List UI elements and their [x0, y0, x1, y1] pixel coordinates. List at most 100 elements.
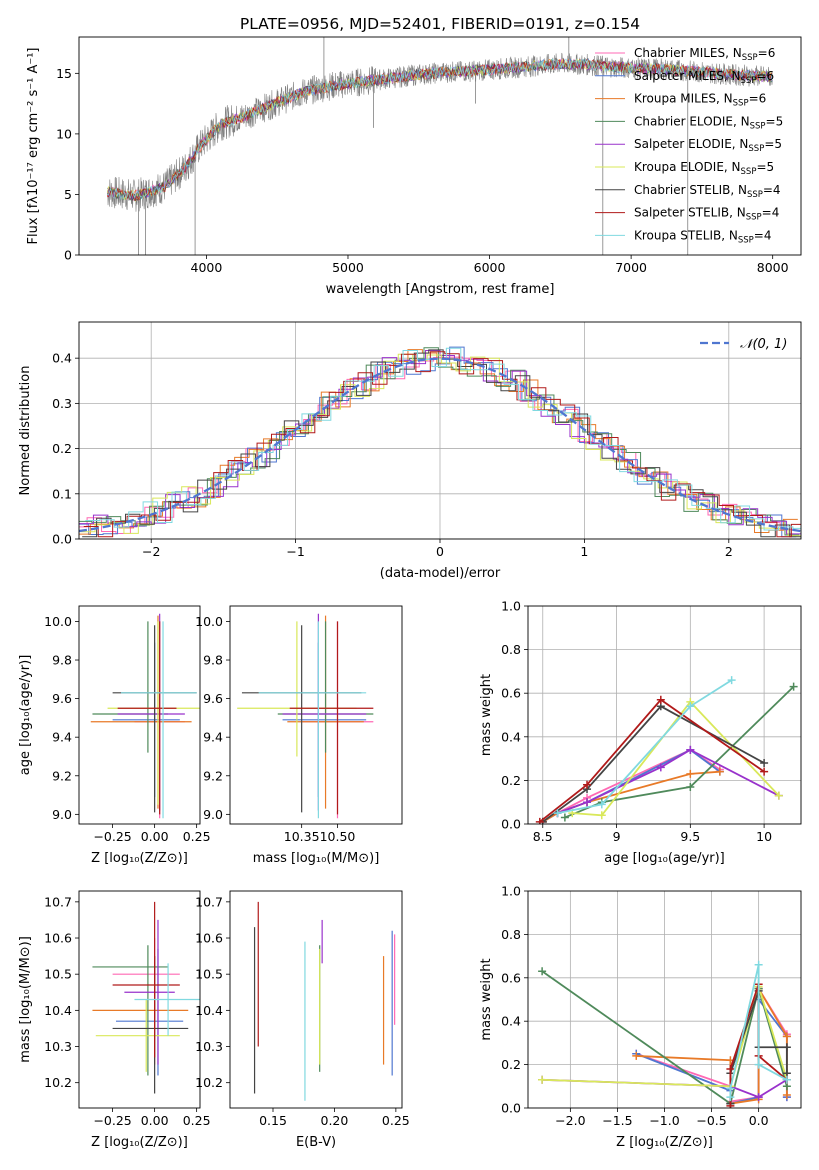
axes-residuals: −2 −1 0 1 2 0.0 0.1 0.2 0.3 0.4 (data-model)/error…	[18, 321, 802, 581]
x-tick-label: −0.25	[93, 829, 131, 844]
y-tick-label: 9.0	[52, 807, 72, 822]
errorbar-point	[289, 621, 374, 815]
model-spectrum-line	[107, 58, 773, 201]
weight-point-marker	[782, 1043, 791, 1052]
y-tick-label: 10.4	[44, 1003, 72, 1018]
y-tick-label: 9.2	[203, 768, 223, 783]
plot-area	[106, 37, 773, 255]
x-tick-label: −1	[286, 544, 304, 559]
weight-point-marker	[754, 960, 763, 969]
axes-age_vs_mass: 10.35 10.50 9.0 9.2 9.4 9.6 9.8 10.0 mass [log₁₀…	[195, 605, 403, 866]
errorbar-point	[117, 613, 185, 811]
plot-area	[528, 606, 801, 824]
x-axis-label: wavelength [Angstrom, rest frame]	[326, 282, 555, 297]
errorbar-point	[112, 625, 197, 813]
x-tick-label: 0.25	[382, 1113, 410, 1128]
errorbar-point	[277, 621, 374, 753]
y-tick-label: 0.8	[501, 642, 521, 657]
x-tick-label: 8.5	[533, 829, 553, 844]
weight-point-marker	[656, 695, 665, 704]
y-axis-label: age [log₁₀(age/yr)]	[18, 655, 33, 776]
weight-point-marker	[538, 967, 547, 976]
weight-point-marker	[782, 1032, 791, 1041]
x-axis-label: E(B-V)	[296, 1135, 336, 1150]
weight-point-marker	[754, 1093, 763, 1102]
weight-point-marker	[774, 791, 783, 800]
weight-point-marker	[560, 813, 569, 822]
y-axis-label: Flux [fλ10⁻¹⁷ erg cm⁻² s⁻¹ A⁻¹]	[26, 48, 41, 245]
x-tick-label: −0.5	[696, 1113, 726, 1128]
y-tick-label: 9.0	[203, 807, 223, 822]
weight-point-marker	[686, 769, 695, 778]
weight-series-line	[542, 983, 788, 1088]
y-tick-label: 0	[64, 248, 72, 263]
weight-series-line	[541, 970, 788, 1106]
histogram-series	[79, 349, 798, 535]
y-tick-label: 1.0	[501, 599, 521, 614]
errorbar-point	[241, 625, 362, 813]
x-tick-label: 10.50	[320, 829, 356, 844]
weight-point-marker	[760, 758, 769, 767]
plot-area	[253, 901, 396, 1101]
y-tick-label: 15	[56, 66, 72, 81]
y-tick-label: 10.5	[44, 967, 72, 982]
weight-point-marker	[656, 763, 665, 772]
y-tick-label: 0.4	[52, 351, 72, 366]
y-tick-label: 10.6	[195, 931, 223, 946]
x-axis-label: mass [log₁₀(M/M⊙)]	[253, 851, 380, 866]
x-tick-label: 10	[756, 829, 772, 844]
axes-frame	[78, 605, 201, 825]
x-tick-label: 4000	[191, 260, 223, 275]
weight-point-marker	[726, 1101, 735, 1108]
legend-entry: Salpeter STELIB, NSSP=4	[634, 206, 779, 223]
x-tick-label: 7000	[615, 260, 647, 275]
errorbar-point	[112, 956, 189, 1094]
weight-point-marker	[715, 767, 724, 776]
errorbar-point	[92, 956, 189, 1065]
legend-entry: Kroupa ELODIE, NSSP=5	[634, 160, 774, 177]
x-tick-label: 0.15	[259, 1113, 287, 1128]
histogram-series	[79, 347, 800, 536]
weight-point-marker	[583, 780, 592, 789]
x-axis-label: Z [log₁₀(Z/Z⊙)]	[91, 851, 188, 866]
weight-point-marker	[553, 809, 562, 818]
y-tick-label: 0.2	[501, 773, 521, 788]
y-axis-label: mass weight	[479, 674, 494, 756]
errorbar-point	[90, 615, 192, 809]
x-tick-label: 0.0	[749, 1113, 769, 1128]
y-tick-label: 0.0	[501, 817, 521, 832]
y-tick-label: 0.6	[501, 686, 521, 701]
y-axis-label: mass weight	[479, 958, 494, 1040]
x-tick-label: 5000	[332, 260, 364, 275]
y-tick-label: 10.3	[44, 1039, 72, 1054]
weight-point-marker	[726, 1084, 735, 1093]
weight-point-marker	[686, 782, 695, 791]
y-tick-label: 10	[56, 126, 72, 141]
errorbar-point	[282, 642, 367, 797]
y-tick-label: 10.0	[44, 614, 72, 629]
x-tick-label: 0.25	[183, 829, 211, 844]
x-tick-label: −0.25	[93, 1113, 131, 1128]
errorbar-point	[282, 613, 367, 811]
errorbar-point	[121, 621, 197, 819]
legend-entry: Salpeter ELODIE, NSSP=5	[634, 137, 782, 154]
axes-frame	[229, 605, 403, 825]
legend-entry: Chabrier ELODIE, NSSP=5	[634, 114, 783, 131]
y-axis-label: Normed distribution	[18, 366, 33, 496]
axes-frame	[78, 321, 802, 540]
x-tick-label: 0.00	[141, 829, 169, 844]
y-tick-label: 10.3	[195, 1039, 223, 1054]
weight-point-marker	[535, 817, 544, 824]
weight-series-line	[564, 686, 795, 819]
axes-spectrum: 4000 5000 6000 7000 8000 0 5 10 15 wavelength [An…	[26, 36, 802, 297]
x-axis-label: (data-model)/error	[380, 566, 501, 581]
y-tick-label: 0.2	[52, 441, 72, 456]
y-tick-label: 0.2	[501, 1057, 521, 1072]
y-tick-label: 10.6	[44, 931, 72, 946]
axes-mass_vs_Z: −0.25 0.00 0.25 10.2 10.3 10.4 10.5 10.6 10.7 Z […	[18, 890, 211, 1150]
y-tick-label: 9.2	[52, 768, 72, 783]
errorbar-point	[237, 621, 357, 757]
y-tick-label: 9.6	[203, 691, 223, 706]
weight-point-marker	[632, 1051, 641, 1060]
